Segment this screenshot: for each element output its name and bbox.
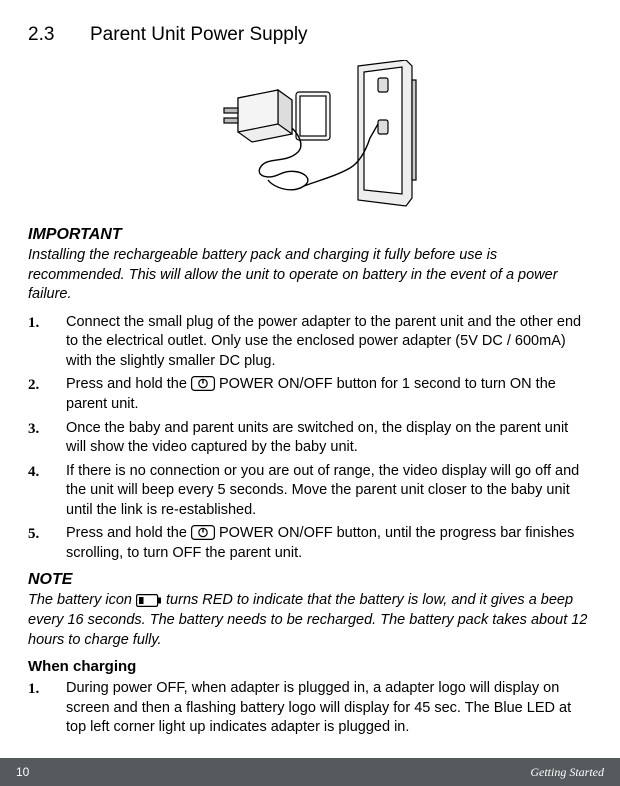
important-heading: IMPORTANT (28, 226, 592, 244)
list-item: Press and hold the POWER ON/OFF button f… (28, 375, 592, 414)
list-item: Once the baby and parent units are switc… (28, 419, 592, 458)
note-text: The battery icon turns RED to indicate t… (28, 591, 592, 650)
parent-unit-illustration (180, 60, 440, 210)
list-item: Press and hold the POWER ON/OFF button, … (28, 524, 592, 563)
note-heading: NOTE (28, 571, 592, 589)
important-text: Installing the rechargeable battery pack… (28, 246, 592, 305)
list-item: If there is no connection or you are out… (28, 462, 592, 521)
section-heading: Parent Unit Power Supply (90, 24, 308, 46)
setup-steps: Connect the small plug of the power adap… (28, 313, 592, 564)
section-title: 2.3 Parent Unit Power Supply (28, 24, 592, 46)
footer-label: Getting Started (530, 765, 604, 780)
list-item: During power OFF, when adapter is plugge… (28, 679, 592, 738)
power-icon (191, 376, 215, 391)
list-item: Connect the small plug of the power adap… (28, 313, 592, 372)
charging-steps: During power OFF, when adapter is plugge… (28, 679, 592, 738)
page-number: 10 (16, 765, 29, 779)
power-icon (191, 525, 215, 540)
battery-icon (136, 594, 162, 607)
charging-heading: When charging (28, 658, 592, 675)
page-footer: 10 Getting Started (0, 758, 620, 786)
section-number: 2.3 (28, 24, 90, 46)
